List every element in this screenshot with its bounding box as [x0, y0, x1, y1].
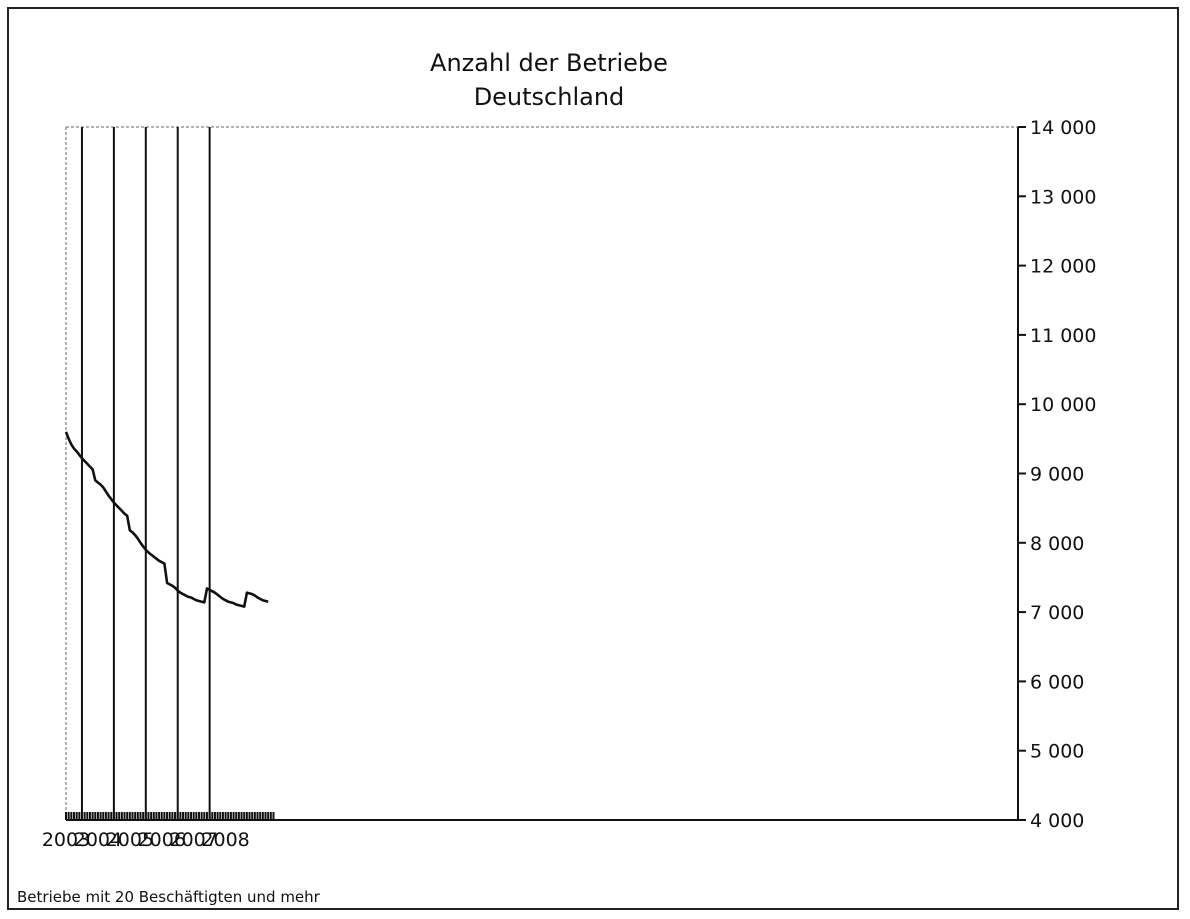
y-tick-label: 12 000	[1030, 256, 1096, 278]
x-tick-label: 2006	[138, 829, 186, 851]
x-tick-label: 2008	[201, 829, 249, 851]
y-tick-label: 5 000	[1030, 741, 1084, 763]
x-tick-label: 2005	[106, 829, 154, 851]
y-tick-label: 13 000	[1030, 186, 1096, 208]
y-tick-label: 4 000	[1030, 810, 1084, 832]
x-tick-label: 2004	[74, 829, 122, 851]
y-tick-label: 6 000	[1030, 671, 1084, 693]
line-chart: Anzahl der Betriebe Deutschland 20032004…	[17, 49, 1096, 906]
x-tick-label: 2007	[170, 829, 218, 851]
series-line	[64, 431, 269, 608]
y-tick-label: 10 000	[1030, 394, 1096, 416]
chart-title: Anzahl der Betriebe	[430, 49, 668, 77]
y-tick-label: 11 000	[1030, 325, 1096, 347]
x-tick-label: 2003	[42, 829, 90, 851]
y-tick-label: 14 000	[1030, 117, 1096, 139]
footnote: Betriebe mit 20 Beschäftigten und mehr	[17, 888, 321, 906]
chart-frame: Anzahl der Betriebe Deutschland 2003 2004…	[7, 7, 1179, 910]
chart-subtitle: Deutschland	[474, 83, 625, 111]
y-tick-label: 8 000	[1030, 533, 1084, 555]
y-tick-label: 9 000	[1030, 464, 1084, 486]
y-tick-label: 7 000	[1030, 602, 1084, 624]
